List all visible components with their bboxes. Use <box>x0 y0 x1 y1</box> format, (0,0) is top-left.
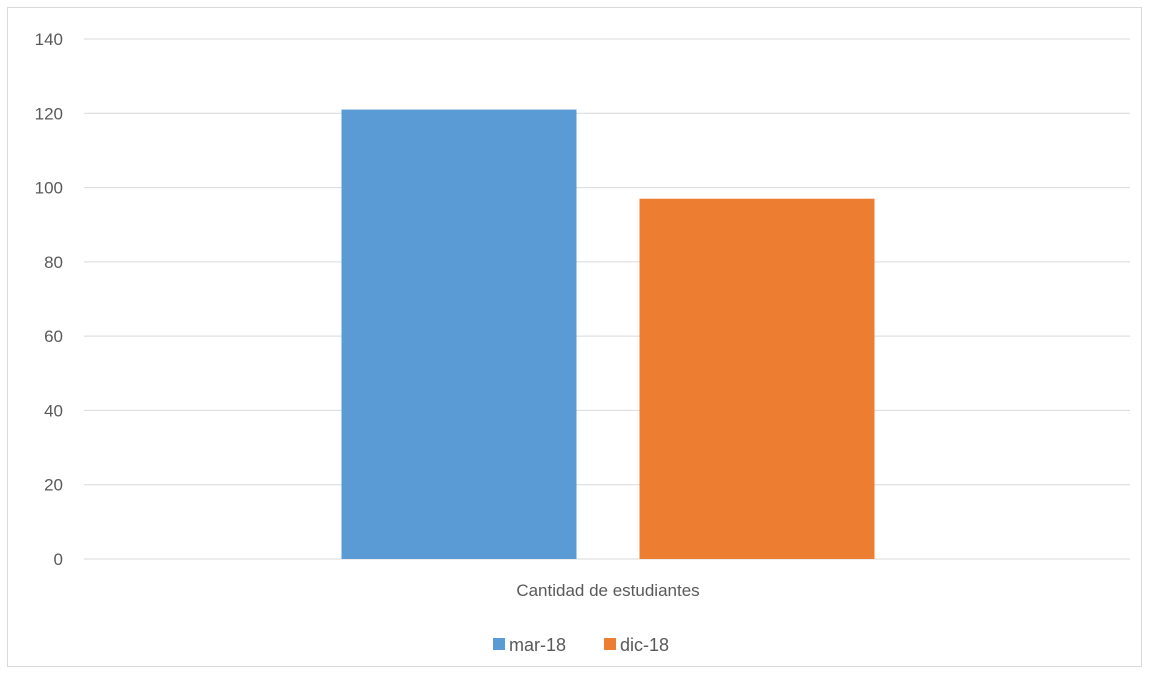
legend: mar-18 dic-18 <box>493 635 669 655</box>
y-tick-label: 20 <box>44 476 63 495</box>
y-tick-label: 100 <box>35 179 63 198</box>
y-tick-label: 120 <box>35 104 63 123</box>
y-tick-label: 60 <box>44 327 63 346</box>
x-category-label: Cantidad de estudiantes <box>516 581 699 600</box>
y-tick-label: 80 <box>44 253 63 272</box>
y-axis-tick-labels: 0 20 40 60 80 100 120 140 <box>35 30 63 569</box>
bars <box>341 109 875 560</box>
legend-label: dic-18 <box>620 635 669 655</box>
legend-swatch-mar-18 <box>493 638 505 650</box>
legend-swatch-dic-18 <box>604 638 616 650</box>
legend-label: mar-18 <box>509 635 566 655</box>
y-tick-label: 0 <box>54 550 63 569</box>
bar-mar-18 <box>341 109 577 560</box>
x-axis-category-labels: Cantidad de estudiantes <box>516 581 699 600</box>
gridlines <box>84 38 1130 560</box>
bar-dic-18 <box>639 198 875 559</box>
y-tick-label: 40 <box>44 401 63 420</box>
y-tick-label: 140 <box>35 30 63 49</box>
